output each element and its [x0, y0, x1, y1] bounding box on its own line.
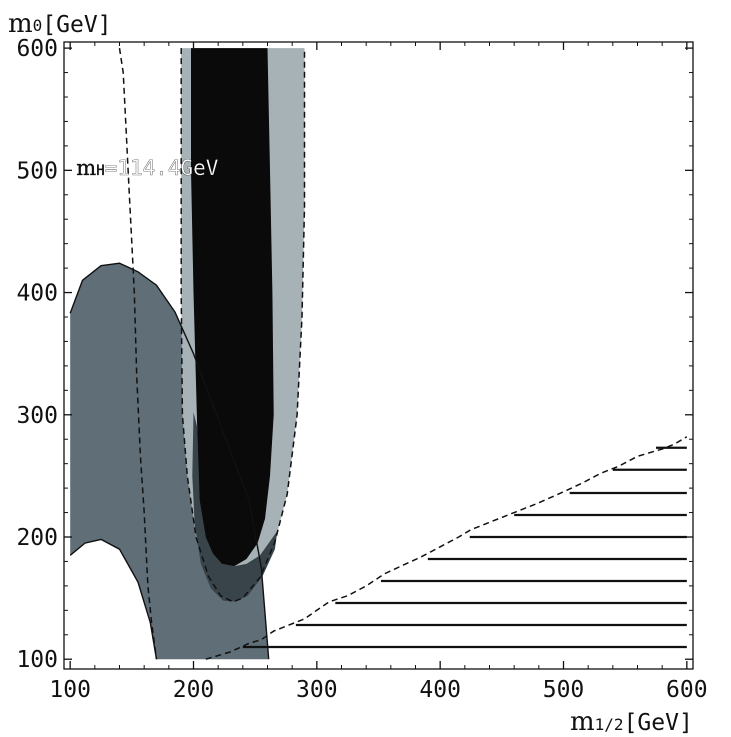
- annotation-higgs-mass: mH=114.4GeV: [76, 156, 219, 180]
- y-tick-label-400: 400: [16, 281, 58, 307]
- dashed-contour-2: [205, 436, 688, 660]
- region-outline-0: [69, 262, 270, 660]
- axis-ticks: 100 200 300 400 500 600 100 200 300 400 500 600: [16, 36, 707, 703]
- x-tick-label-500: 500: [543, 677, 585, 703]
- y-tick-label-600: 600: [16, 36, 58, 62]
- y-tick-label-500: 500: [16, 158, 58, 184]
- y-tick-label-200: 200: [16, 525, 58, 551]
- x-axis-title: m1/2[GeV]: [570, 707, 693, 737]
- dashed-contour-1: [180, 48, 306, 603]
- y-axis-title: m0[GeV]: [8, 9, 112, 39]
- x-tick-label-100: 100: [49, 677, 91, 703]
- plot-frame: [63, 41, 694, 670]
- x-tick-label-300: 300: [296, 677, 338, 703]
- y-tick-label-300: 300: [16, 403, 58, 429]
- dashed-contour-0: [118, 47, 158, 660]
- y-tick-label-100: 100: [16, 647, 58, 673]
- x-tick-label-600: 600: [666, 677, 708, 703]
- x-tick-label-200: 200: [173, 677, 215, 703]
- region-outline-1: [69, 538, 158, 660]
- region-3: [191, 48, 274, 567]
- plot-area: mH=114.4GeV: [69, 47, 688, 660]
- x-tick-label-400: 400: [419, 677, 461, 703]
